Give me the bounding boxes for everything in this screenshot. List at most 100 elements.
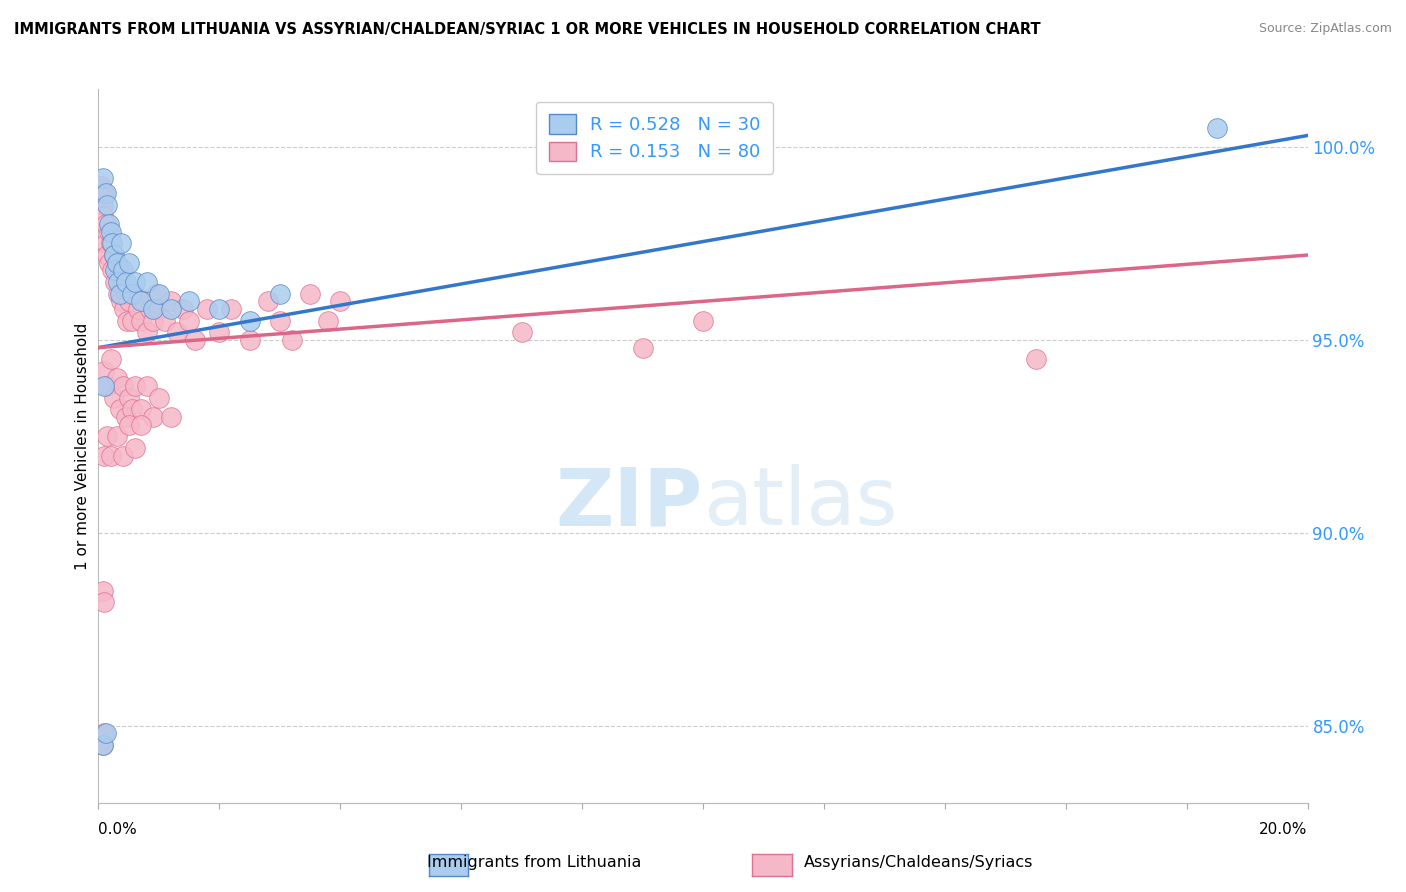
Point <box>114 286 136 301</box>
Point <box>111 379 134 393</box>
Text: 0.0%: 0.0% <box>98 822 138 837</box>
Text: Immigrants from Lithuania: Immigrants from Lithuania <box>427 855 641 870</box>
Point <box>96 379 118 393</box>
Point <box>100 352 122 367</box>
Point <box>1206 120 1229 135</box>
Point <box>93 364 115 378</box>
Point <box>91 198 114 212</box>
Point <box>105 429 128 443</box>
Point <box>160 294 183 309</box>
Point <box>160 410 183 425</box>
Point <box>90 178 112 193</box>
Point <box>94 186 117 201</box>
Point <box>129 402 152 417</box>
Point <box>172 301 194 316</box>
Point <box>510 325 533 339</box>
Point <box>91 738 114 752</box>
Point <box>281 333 304 347</box>
Point <box>93 186 115 201</box>
Point <box>93 595 115 609</box>
Point <box>111 449 134 463</box>
Point <box>256 294 278 309</box>
Point <box>105 371 128 385</box>
Point <box>148 301 170 316</box>
Point <box>94 236 117 251</box>
Point <box>239 313 262 327</box>
Point <box>148 391 170 405</box>
Point <box>299 286 322 301</box>
Point <box>96 198 118 212</box>
Point <box>124 286 146 301</box>
Point <box>139 301 162 316</box>
Text: Assyrians/Chaldeans/Syriacs: Assyrians/Chaldeans/Syriacs <box>804 855 1033 870</box>
Point <box>117 313 139 327</box>
Point <box>145 286 167 301</box>
Text: ZIP: ZIP <box>555 464 703 542</box>
Point <box>105 256 128 270</box>
Point <box>111 275 134 289</box>
Point <box>160 301 183 316</box>
Point <box>118 391 141 405</box>
Point <box>631 341 654 355</box>
Point <box>118 417 141 432</box>
Point <box>179 313 201 327</box>
Point <box>127 301 149 316</box>
Point <box>91 170 114 185</box>
Point <box>132 294 155 309</box>
Point <box>124 379 146 393</box>
Point <box>111 263 134 277</box>
Point <box>100 263 122 277</box>
Text: Source: ZipAtlas.com: Source: ZipAtlas.com <box>1258 22 1392 36</box>
Point <box>124 275 146 289</box>
Point <box>121 313 143 327</box>
Point <box>104 263 127 277</box>
Point <box>108 402 131 417</box>
Text: 20.0%: 20.0% <box>1260 822 1308 837</box>
Point <box>121 402 143 417</box>
Point <box>221 301 243 316</box>
Point <box>108 263 131 277</box>
Point <box>135 325 157 339</box>
Point <box>100 236 122 251</box>
Legend: R = 0.528   N = 30, R = 0.153   N = 80: R = 0.528 N = 30, R = 0.153 N = 80 <box>536 102 773 174</box>
Point <box>148 286 170 301</box>
Point <box>1024 352 1046 367</box>
Point <box>98 256 121 270</box>
Point <box>97 225 120 239</box>
Point <box>104 275 127 289</box>
Point <box>94 726 117 740</box>
Point <box>129 417 152 432</box>
Point <box>100 449 122 463</box>
Point <box>269 286 291 301</box>
Point <box>114 275 136 289</box>
Point <box>208 301 231 316</box>
Point <box>96 429 118 443</box>
Point <box>110 294 132 309</box>
Point <box>135 379 157 393</box>
Point <box>114 410 136 425</box>
Point <box>135 275 157 289</box>
Point <box>118 256 141 270</box>
Point <box>93 449 115 463</box>
Point <box>124 441 146 455</box>
Point <box>93 726 115 740</box>
Point <box>103 248 125 262</box>
Point <box>91 738 114 752</box>
Point <box>142 313 165 327</box>
Point <box>121 286 143 301</box>
Point <box>153 313 176 327</box>
Point <box>179 294 201 309</box>
Y-axis label: 1 or more Vehicles in Household: 1 or more Vehicles in Household <box>75 322 90 570</box>
Point <box>329 294 352 309</box>
Point <box>96 248 118 262</box>
Point <box>100 236 122 251</box>
Point <box>91 210 114 224</box>
Point <box>112 301 135 316</box>
Point <box>208 325 231 339</box>
Point <box>110 236 132 251</box>
Point <box>107 275 129 289</box>
Point <box>100 225 122 239</box>
Point <box>93 379 115 393</box>
Point <box>98 217 121 231</box>
Point <box>91 583 114 598</box>
